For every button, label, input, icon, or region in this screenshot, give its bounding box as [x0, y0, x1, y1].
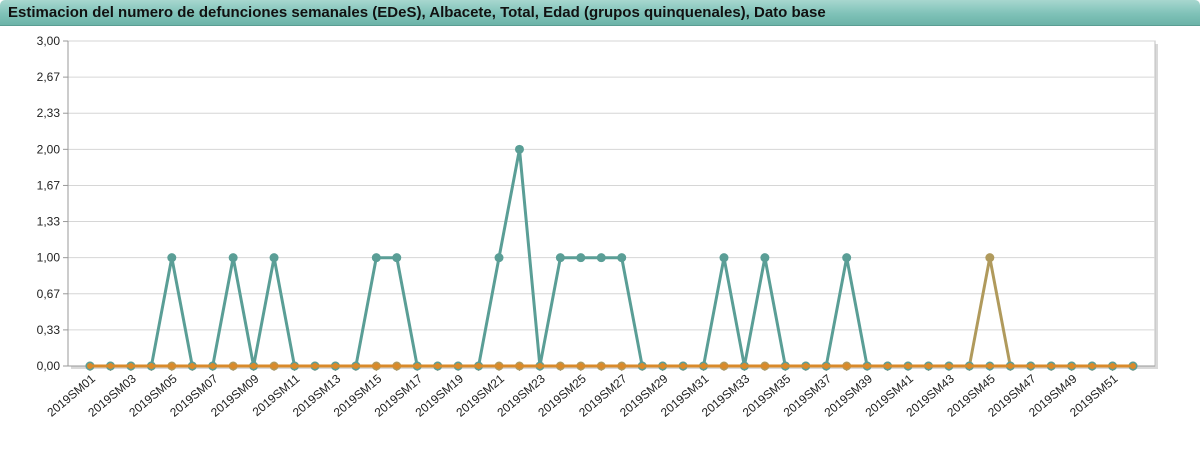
data-point — [761, 363, 768, 369]
data-point — [496, 363, 503, 369]
data-point — [596, 253, 606, 263]
data-point — [576, 253, 586, 263]
data-point — [1109, 363, 1116, 369]
data-point — [945, 363, 952, 369]
data-point — [577, 363, 584, 369]
data-point — [966, 363, 973, 369]
data-point — [719, 253, 729, 263]
data-point — [475, 363, 482, 369]
data-point — [107, 363, 114, 369]
y-tick-label: 0,00 — [37, 359, 61, 373]
data-point — [884, 363, 891, 369]
data-point — [639, 363, 646, 369]
data-point — [228, 253, 238, 263]
data-point — [332, 363, 339, 369]
data-point — [985, 253, 995, 263]
data-point — [352, 363, 359, 369]
y-tick-label: 1,67 — [37, 178, 61, 192]
data-point — [291, 363, 298, 369]
data-point — [720, 363, 727, 369]
data-point — [494, 253, 504, 263]
y-tick-label: 0,67 — [37, 287, 61, 301]
data-point — [1089, 363, 1096, 369]
y-tick-label: 2,67 — [37, 70, 61, 84]
data-point — [455, 363, 462, 369]
data-point — [271, 363, 278, 369]
data-point — [434, 363, 441, 369]
data-point — [618, 363, 625, 369]
data-point — [700, 363, 707, 369]
data-point — [209, 363, 216, 369]
line-chart: 0,00 0,33 0,67 1,00 1,33 1,67 2,00 2,33 2,67 3,00… — [37, 34, 1158, 420]
data-point — [87, 363, 93, 369]
data-point — [555, 253, 565, 263]
data-point — [393, 363, 400, 369]
data-point — [311, 363, 318, 369]
data-point — [167, 253, 177, 263]
data-point — [514, 144, 524, 154]
data-point — [1048, 363, 1055, 369]
y-tick-label: 1,00 — [37, 251, 61, 265]
data-point — [250, 363, 257, 369]
data-point — [617, 253, 627, 263]
data-point — [659, 363, 666, 369]
data-point — [842, 253, 852, 263]
data-point — [371, 253, 381, 263]
data-point — [189, 363, 196, 369]
data-point — [373, 363, 380, 369]
data-point — [536, 363, 543, 369]
data-point — [864, 363, 871, 369]
data-point — [843, 363, 850, 369]
data-point — [741, 363, 748, 369]
y-tick-label: 2,33 — [37, 106, 61, 120]
chart-title-bar: Estimacion del numero de defunciones sem… — [0, 0, 1200, 26]
plot-area — [67, 40, 1156, 367]
data-point — [823, 363, 830, 369]
data-point — [1007, 363, 1014, 369]
data-point — [925, 363, 932, 369]
y-tick-label: 2,00 — [37, 142, 61, 156]
data-point — [680, 363, 687, 369]
data-point — [392, 253, 402, 263]
y-tick-label: 1,33 — [37, 215, 61, 229]
y-tick-label: 0,33 — [37, 323, 61, 337]
y-tick-label: 3,00 — [37, 34, 61, 48]
data-point — [1027, 363, 1034, 369]
data-point — [414, 363, 421, 369]
data-point — [598, 363, 605, 369]
data-point — [127, 363, 134, 369]
data-point — [230, 363, 237, 369]
data-point — [986, 363, 993, 369]
data-point — [269, 253, 279, 263]
chart-title: Estimacion del numero de defunciones sem… — [8, 4, 826, 21]
data-point — [1130, 363, 1136, 369]
data-point — [168, 363, 175, 369]
data-point — [802, 363, 809, 369]
data-point — [1068, 363, 1075, 369]
data-point — [905, 363, 912, 369]
data-point — [557, 363, 564, 369]
data-point — [148, 363, 155, 369]
data-point — [782, 363, 789, 369]
data-point — [516, 363, 523, 369]
data-point — [760, 253, 770, 263]
